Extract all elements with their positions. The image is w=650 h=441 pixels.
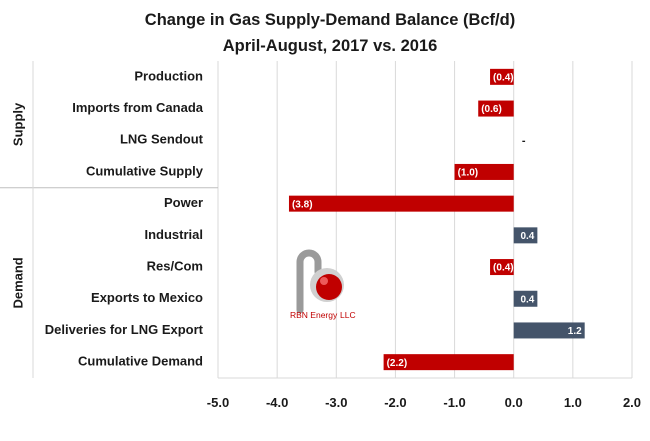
category-labels: Production Imports from Canada LNG Sendout… — [45, 68, 204, 368]
data-label: 1.2 — [568, 326, 582, 337]
bar — [513, 290, 538, 307]
bar — [454, 163, 514, 180]
category-label: Industrial — [144, 227, 203, 242]
x-axis-ticks: -5.0 -4.0 -3.0 -2.0 -1.0 0.0 1.0 2.0 — [207, 395, 641, 410]
category-label: LNG Sendout — [120, 132, 204, 147]
data-label: (3.8) — [292, 199, 313, 210]
bar — [513, 227, 538, 244]
x-tick-label: 1.0 — [564, 395, 582, 410]
data-label: (2.2) — [387, 358, 408, 369]
group-separators: Supply Demand — [0, 61, 218, 378]
x-tick-label: -3.0 — [325, 395, 347, 410]
x-tick-label: -4.0 — [266, 395, 288, 410]
data-label: (0.6) — [481, 104, 502, 115]
category-label: Cumulative Supply — [86, 163, 204, 178]
rbn-logo-text: RBN Energy — [290, 310, 338, 320]
data-label: 0.4 — [520, 231, 534, 242]
data-label: (0.4) — [493, 72, 514, 83]
group-label-demand: Demand — [10, 257, 25, 308]
bar — [490, 68, 514, 85]
bar — [288, 195, 514, 212]
rbn-logo-suffix: LLC — [340, 310, 356, 320]
category-label: Production — [134, 68, 203, 83]
x-tick-label: 0.0 — [505, 395, 523, 410]
data-label: - — [522, 135, 526, 147]
category-label: Exports to Mexico — [91, 290, 203, 305]
x-tick-label: -5.0 — [207, 395, 229, 410]
category-label: Imports from Canada — [72, 100, 204, 115]
x-tick-label: -1.0 — [443, 395, 465, 410]
category-label: Res/Com — [147, 258, 203, 273]
rbn-logo: RBN Energy LLC — [290, 249, 356, 320]
x-tick-label: 2.0 — [623, 395, 641, 410]
bar — [383, 354, 514, 371]
group-label-supply: Supply — [10, 102, 25, 146]
bar — [490, 259, 514, 276]
data-label: (0.4) — [493, 263, 514, 274]
category-label: Cumulative Demand — [78, 354, 203, 369]
category-label: Deliveries for LNG Export — [45, 322, 204, 337]
bar — [513, 322, 585, 339]
chart-title-line-2: April-August, 2017 vs. 2016 — [223, 37, 438, 55]
data-label: (1.0) — [458, 168, 479, 179]
x-tick-label: -2.0 — [384, 395, 406, 410]
data-label: 0.4 — [520, 294, 534, 305]
category-label: Power — [164, 195, 203, 210]
bar — [478, 100, 514, 117]
rbn-logo-icon — [296, 249, 344, 314]
chart-title-line-1: Change in Gas Supply-Demand Balance (Bcf… — [145, 11, 515, 29]
bars: (0.4) (0.6) - (1.0) (3.8) 0.4 (0.4) 0.4 1.2 (2.2) — [288, 68, 585, 371]
